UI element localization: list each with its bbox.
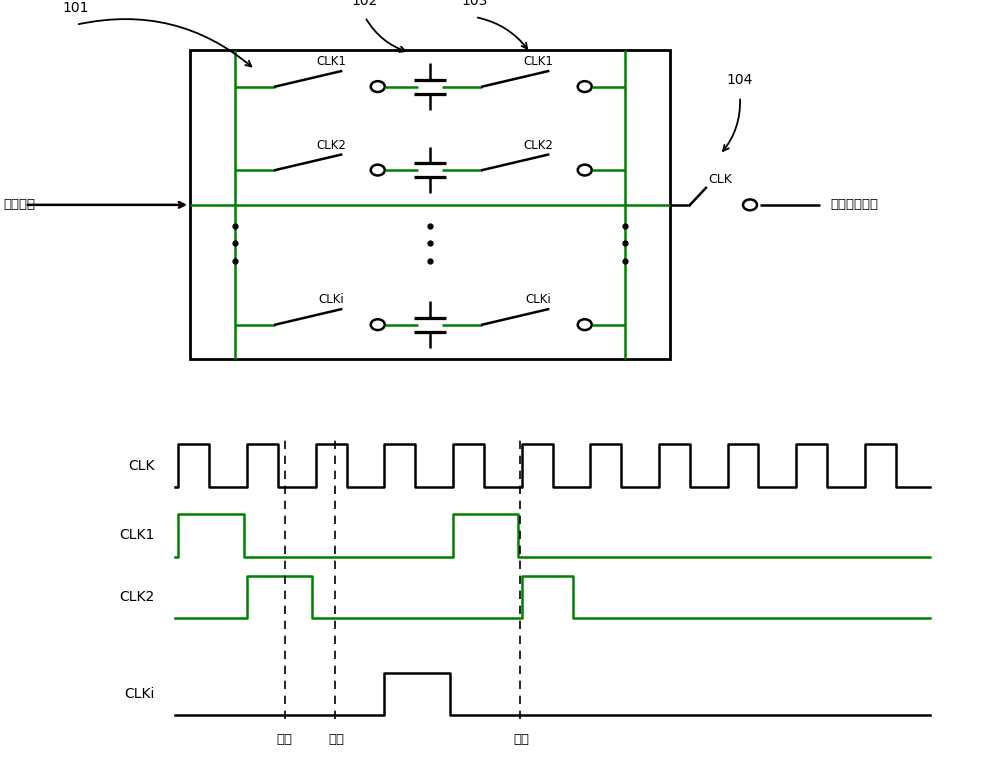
Text: CLK: CLK [128,458,155,473]
Text: 信号输入: 信号输入 [3,199,35,211]
Text: CLKi: CLKi [125,686,155,701]
Text: CLKi: CLKi [319,293,344,306]
Bar [190,50,670,359]
Text: 采样保持电路: 采样保持电路 [830,199,878,211]
Text: CLK2: CLK2 [120,590,155,604]
Text: CLK1: CLK1 [317,55,346,68]
Text: 采样: 采样 [513,733,529,746]
Text: CLK1: CLK1 [120,528,155,543]
Text: CLK1: CLK1 [524,55,553,68]
Text: 采样: 采样 [328,733,344,746]
Text: CLKi: CLKi [526,293,551,306]
Text: CLK2: CLK2 [524,138,553,152]
Text: 101: 101 [63,2,89,15]
Text: 104: 104 [727,73,753,87]
Text: 103: 103 [462,0,488,8]
Text: CLK: CLK [708,172,732,186]
Text: 102: 102 [352,0,378,8]
Text: 采样: 采样 [276,733,292,746]
Text: CLK2: CLK2 [317,138,346,152]
